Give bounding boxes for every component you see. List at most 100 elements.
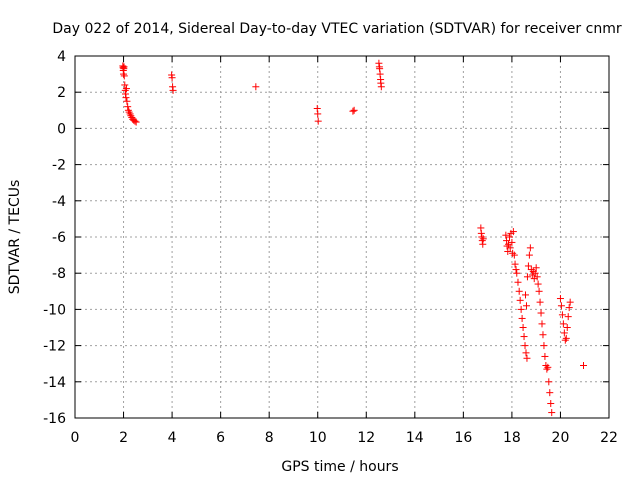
data-point bbox=[536, 298, 544, 306]
data-point bbox=[509, 249, 517, 257]
data-point bbox=[120, 63, 128, 71]
data-point bbox=[252, 83, 260, 91]
data-point bbox=[517, 305, 525, 313]
data-point bbox=[504, 247, 512, 255]
x-tick-label: 2 bbox=[119, 430, 128, 446]
x-tick-label: 18 bbox=[503, 430, 521, 446]
data-point bbox=[132, 118, 140, 126]
data-point bbox=[514, 278, 522, 286]
x-tick-label: 22 bbox=[600, 430, 618, 446]
data-point bbox=[506, 244, 514, 252]
data-point bbox=[519, 324, 527, 331]
y-tick-label: -16 bbox=[43, 411, 66, 427]
x-tick-label: 12 bbox=[357, 430, 375, 446]
data-point bbox=[530, 275, 538, 283]
data-point bbox=[502, 231, 510, 239]
y-tick-label: -4 bbox=[52, 194, 66, 210]
chart-title: Day 022 of 2014, Sidereal Day-to-day VTE… bbox=[52, 21, 621, 37]
y-tick-label: 0 bbox=[57, 121, 66, 137]
data-point bbox=[125, 108, 133, 116]
x-tick-label: 8 bbox=[265, 430, 274, 446]
data-point bbox=[537, 309, 545, 317]
y-tick-label: -2 bbox=[52, 158, 66, 174]
data-point bbox=[515, 287, 523, 295]
data-point bbox=[564, 313, 572, 321]
data-points bbox=[119, 59, 588, 417]
data-point bbox=[522, 302, 530, 310]
data-point bbox=[122, 94, 130, 102]
data-point bbox=[547, 400, 555, 408]
data-point bbox=[540, 342, 548, 350]
data-point bbox=[314, 110, 322, 118]
y-tick-label: -10 bbox=[43, 302, 66, 318]
data-point bbox=[505, 240, 513, 248]
x-tick-label: 16 bbox=[454, 430, 472, 446]
data-point bbox=[528, 271, 536, 279]
data-point bbox=[518, 314, 526, 322]
y-tick-label: 4 bbox=[57, 49, 66, 65]
y-tick-label: -6 bbox=[52, 230, 66, 246]
data-point bbox=[521, 342, 529, 350]
y-tick-label: -8 bbox=[52, 266, 66, 282]
data-point bbox=[169, 86, 177, 94]
data-point bbox=[503, 242, 511, 250]
data-point bbox=[565, 304, 573, 312]
data-point bbox=[542, 362, 550, 370]
x-tick-labels: 0 2 4 6 8 10 12 14 16 18 20 22 bbox=[71, 430, 618, 446]
data-point bbox=[168, 74, 176, 82]
data-point bbox=[556, 295, 564, 303]
data-point bbox=[558, 311, 566, 319]
data-point bbox=[548, 409, 556, 417]
data-point bbox=[516, 296, 524, 304]
x-tick-label: 20 bbox=[552, 430, 570, 446]
data-point bbox=[512, 266, 520, 274]
data-point bbox=[562, 334, 570, 342]
data-point bbox=[314, 117, 322, 125]
data-point bbox=[122, 85, 130, 93]
x-tick-label: 10 bbox=[309, 430, 327, 446]
data-point bbox=[533, 273, 541, 281]
data-point bbox=[580, 362, 588, 370]
data-point bbox=[563, 324, 571, 331]
data-point bbox=[545, 378, 553, 386]
data-point bbox=[350, 106, 358, 114]
data-point bbox=[479, 235, 487, 243]
axis-ticks bbox=[74, 55, 610, 419]
y-tick-label: 2 bbox=[57, 85, 66, 101]
data-point bbox=[524, 262, 532, 270]
data-point bbox=[509, 228, 517, 236]
data-point bbox=[124, 106, 132, 114]
data-point bbox=[538, 320, 546, 328]
data-point bbox=[525, 251, 533, 259]
data-point bbox=[120, 72, 128, 80]
data-point bbox=[126, 110, 134, 118]
data-point bbox=[559, 320, 567, 328]
y-axis-label: SDTVAR / TECUs bbox=[7, 180, 23, 295]
x-tick-label: 6 bbox=[216, 430, 225, 446]
data-point bbox=[546, 389, 554, 397]
data-point bbox=[505, 233, 513, 241]
data-point bbox=[508, 238, 516, 246]
data-point bbox=[541, 352, 549, 360]
data-point bbox=[123, 97, 131, 105]
x-tick-label: 0 bbox=[71, 430, 80, 446]
data-point bbox=[535, 287, 543, 295]
y-tick-label: -12 bbox=[43, 339, 66, 355]
data-point bbox=[561, 336, 569, 344]
data-point bbox=[522, 291, 530, 299]
x-tick-label: 14 bbox=[406, 430, 424, 446]
data-point bbox=[511, 260, 519, 268]
y-tick-label: -14 bbox=[43, 375, 66, 391]
data-point bbox=[127, 112, 135, 120]
data-point bbox=[522, 349, 530, 357]
data-point bbox=[510, 251, 518, 259]
grid-lines bbox=[75, 56, 609, 418]
data-point bbox=[566, 298, 574, 306]
data-point bbox=[534, 280, 542, 288]
data-point bbox=[543, 365, 551, 373]
data-point bbox=[349, 107, 357, 115]
data-point bbox=[124, 103, 132, 111]
data-point bbox=[532, 264, 540, 272]
data-point bbox=[131, 117, 139, 125]
